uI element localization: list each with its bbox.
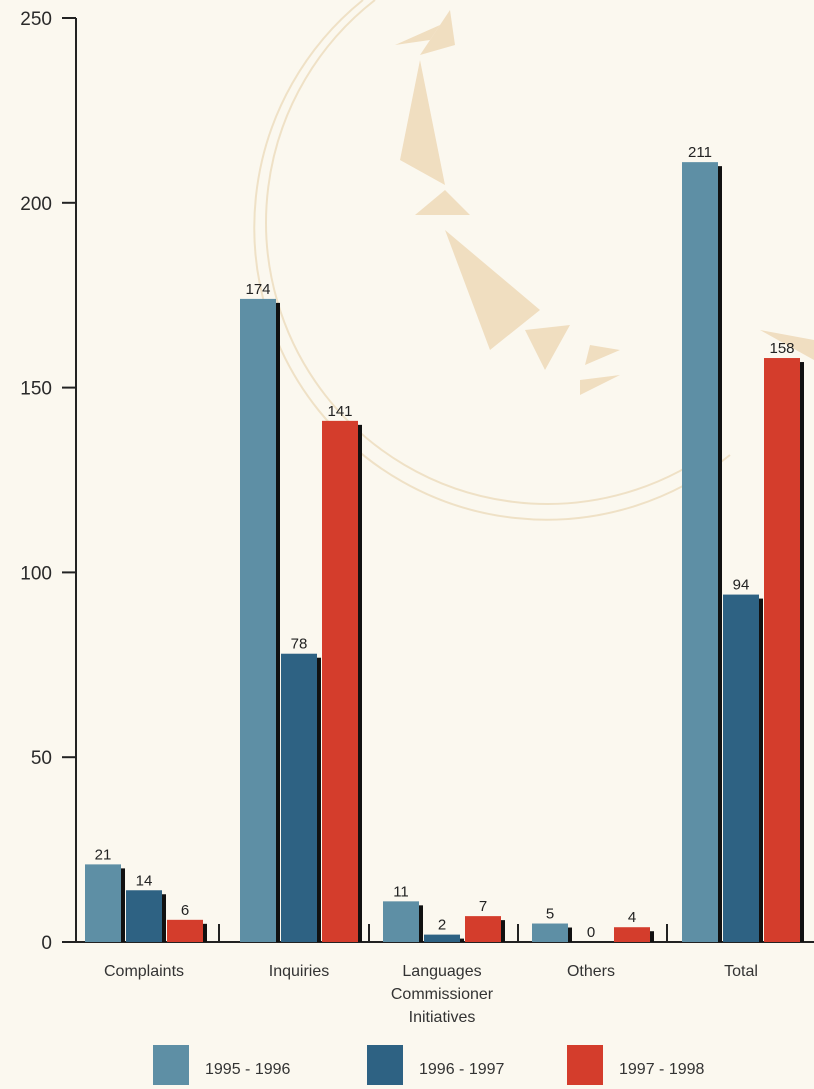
bar-value-label: 21 xyxy=(95,846,112,863)
y-tick-label: 150 xyxy=(20,379,52,400)
value-labels: 21 14 6 174 78 141 11 2 7 5 0 4 211 94 158 xyxy=(95,144,795,941)
bar-value-label: 6 xyxy=(181,902,189,919)
legend: 1995 - 1996 1996 - 1997 1997 - 1998 xyxy=(153,1045,705,1085)
legend-label: 1997 - 1998 xyxy=(619,1061,705,1078)
bar xyxy=(682,162,718,943)
bar-value-label: 11 xyxy=(393,883,409,900)
y-tick-label: 50 xyxy=(31,748,52,769)
bar-value-label: 141 xyxy=(327,403,352,420)
bar xyxy=(614,927,650,942)
category-label: Others xyxy=(567,963,615,980)
bar-value-label: 174 xyxy=(245,281,270,298)
bar-value-label: 78 xyxy=(291,636,308,653)
bar xyxy=(383,901,419,942)
bar-value-label: 211 xyxy=(688,144,712,161)
category-label: Initiatives xyxy=(409,1009,476,1026)
category-labels: Complaints Inquiries Languages Commissioner… xyxy=(104,963,758,1026)
bar-value-label: 158 xyxy=(769,340,794,357)
legend-swatch xyxy=(153,1045,189,1085)
legend-swatch xyxy=(367,1045,403,1085)
category-label: Inquiries xyxy=(269,963,329,980)
bar-value-label: 0 xyxy=(587,924,595,941)
bar-value-label: 4 xyxy=(628,909,636,926)
category-label: Complaints xyxy=(104,963,184,980)
bar xyxy=(764,358,800,943)
bar xyxy=(167,919,203,942)
legend-label: 1996 - 1997 xyxy=(419,1061,505,1078)
bar xyxy=(424,934,460,942)
bar-value-label: 94 xyxy=(733,577,750,594)
bar xyxy=(85,864,121,942)
y-tick-label: 100 xyxy=(20,563,52,584)
bar xyxy=(240,298,276,942)
bar xyxy=(281,653,317,942)
bar xyxy=(532,923,568,942)
bar xyxy=(465,916,501,942)
bar-value-label: 2 xyxy=(438,917,446,934)
legend-swatch xyxy=(567,1045,603,1085)
category-label: Languages xyxy=(402,963,481,980)
y-tick-label: 0 xyxy=(41,933,52,954)
bar xyxy=(126,890,162,942)
y-tick-label: 200 xyxy=(20,194,52,215)
category-label: Total xyxy=(724,963,758,980)
bar xyxy=(723,594,759,942)
bar-value-label: 7 xyxy=(479,898,487,915)
watermark-emblem xyxy=(253,0,814,521)
legend-label: 1995 - 1996 xyxy=(205,1061,291,1078)
category-label: Commissioner xyxy=(391,986,494,1003)
bars xyxy=(85,162,804,943)
y-tick-label: 250 xyxy=(20,9,52,30)
bar-value-label: 5 xyxy=(546,906,554,923)
bar-value-label: 14 xyxy=(136,872,153,889)
bar xyxy=(322,420,358,942)
